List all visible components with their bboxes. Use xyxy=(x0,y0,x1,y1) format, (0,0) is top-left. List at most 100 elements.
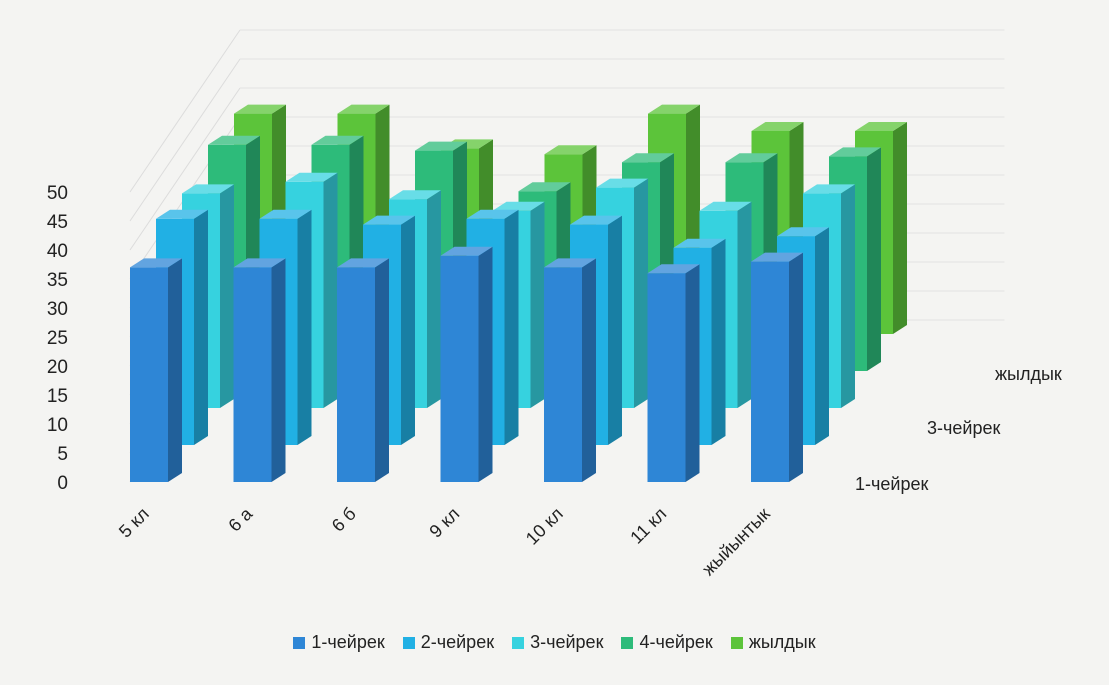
y-tick-label: 30 xyxy=(47,299,68,320)
bar-side xyxy=(711,238,726,445)
bar xyxy=(233,258,286,482)
bar xyxy=(440,246,493,482)
bar-top xyxy=(570,215,622,225)
legend-label: 3-чейрек xyxy=(530,632,604,652)
bar-front xyxy=(337,267,375,482)
x-tick-label: 11 кл xyxy=(626,504,670,548)
y-tick-label: 0 xyxy=(57,473,68,494)
bar-front xyxy=(233,267,272,482)
y-tick-label: 45 xyxy=(47,212,68,233)
bar-front xyxy=(647,273,686,482)
bar-side xyxy=(271,258,286,482)
bar-side xyxy=(634,178,648,408)
bar-top xyxy=(673,238,726,248)
gridline-side xyxy=(129,87,241,251)
bar-side xyxy=(401,215,415,445)
bar-top xyxy=(648,104,700,114)
bar-top xyxy=(518,182,571,192)
bar-top xyxy=(234,104,286,114)
bar-top xyxy=(829,147,881,157)
bar xyxy=(751,252,803,482)
bar-top xyxy=(647,264,700,274)
bar-side xyxy=(815,227,829,445)
depth-axis-label: 3-чейрек xyxy=(927,418,1000,438)
y-tick-label: 25 xyxy=(47,328,68,349)
bar-top xyxy=(285,172,338,182)
plot-area: 0 5 10 15 20 25 30 35 40 45 50 5 кл 6 а 6 б 9 кл 10 кл 1… xyxy=(47,29,1062,580)
legend-label: 1-чейрек xyxy=(311,632,385,652)
bar-top xyxy=(622,153,674,163)
legend-swatch xyxy=(293,636,306,649)
x-tick-label: 6 а xyxy=(224,503,257,536)
bar xyxy=(130,258,182,482)
bar-side xyxy=(789,252,803,482)
y-tick-label: 50 xyxy=(47,183,68,204)
y-tick-label: 10 xyxy=(47,415,68,436)
bar-side xyxy=(608,215,622,445)
bar-front xyxy=(751,261,789,482)
bar-side xyxy=(504,209,519,445)
depth-axis-label: жылдык xyxy=(995,364,1062,384)
bar-side xyxy=(478,246,493,482)
x-tick-label: 10 кл xyxy=(522,504,567,549)
bar-top xyxy=(699,201,752,211)
bar-top xyxy=(337,104,390,114)
bar-front xyxy=(544,267,582,482)
bar-top xyxy=(440,246,493,256)
bar-top xyxy=(803,184,855,194)
bar xyxy=(337,258,389,482)
bar-top xyxy=(777,227,829,237)
bar-top xyxy=(311,135,364,145)
y-tick-label: 35 xyxy=(47,270,68,291)
bar-side xyxy=(867,147,881,371)
bar-side xyxy=(323,172,338,408)
bar-side xyxy=(530,201,545,408)
legend-swatch xyxy=(402,636,415,649)
legend-label: 4-чейрек xyxy=(639,632,713,652)
bar-top xyxy=(751,252,803,262)
bar-side xyxy=(737,201,752,408)
bar-top xyxy=(208,135,260,145)
bar-top xyxy=(337,258,389,268)
depth-axis-label: 1-чейрек xyxy=(855,474,928,494)
bar-top xyxy=(156,209,208,219)
bar-top xyxy=(415,141,467,151)
bar-top xyxy=(544,258,596,268)
x-tick-label: 9 кл xyxy=(425,504,463,542)
y-tick-label: 5 xyxy=(57,444,68,465)
bar-side xyxy=(427,190,441,408)
bar-top xyxy=(389,190,441,200)
x-tick-label: жыйынтык xyxy=(698,504,774,580)
legend: 1-чейрек 2-чейрек 3-чейрек 4-чейрек жылдык xyxy=(0,632,1109,653)
bar-side xyxy=(297,209,312,445)
bar-top xyxy=(130,258,182,268)
legend-item: жылдык xyxy=(730,632,816,653)
bar-top xyxy=(725,153,778,163)
y-tick-label: 15 xyxy=(47,386,68,407)
bar-side xyxy=(168,258,182,482)
y-tick-label: 40 xyxy=(47,241,68,262)
bar-side xyxy=(685,264,700,482)
bar-top xyxy=(259,209,312,219)
bar-top xyxy=(596,178,648,188)
x-tick-label: 6 б xyxy=(328,504,360,536)
bar-side xyxy=(194,209,208,445)
bar-top xyxy=(544,145,597,155)
legend-swatch xyxy=(621,636,634,649)
bar-side xyxy=(841,184,855,408)
bar-top xyxy=(363,215,415,225)
bar-side xyxy=(375,258,389,482)
bar-top xyxy=(466,209,519,219)
x-tick-label: 5 кл xyxy=(115,504,153,542)
bar xyxy=(544,258,596,482)
bar-top xyxy=(751,122,804,131)
legend-item: 2-чейрек xyxy=(402,632,494,653)
bar-side xyxy=(582,258,596,482)
legend-swatch xyxy=(512,636,525,649)
gridline-side xyxy=(129,29,241,193)
bar xyxy=(647,264,700,482)
legend-swatch xyxy=(730,636,743,649)
y-tick-label: 20 xyxy=(47,357,68,378)
